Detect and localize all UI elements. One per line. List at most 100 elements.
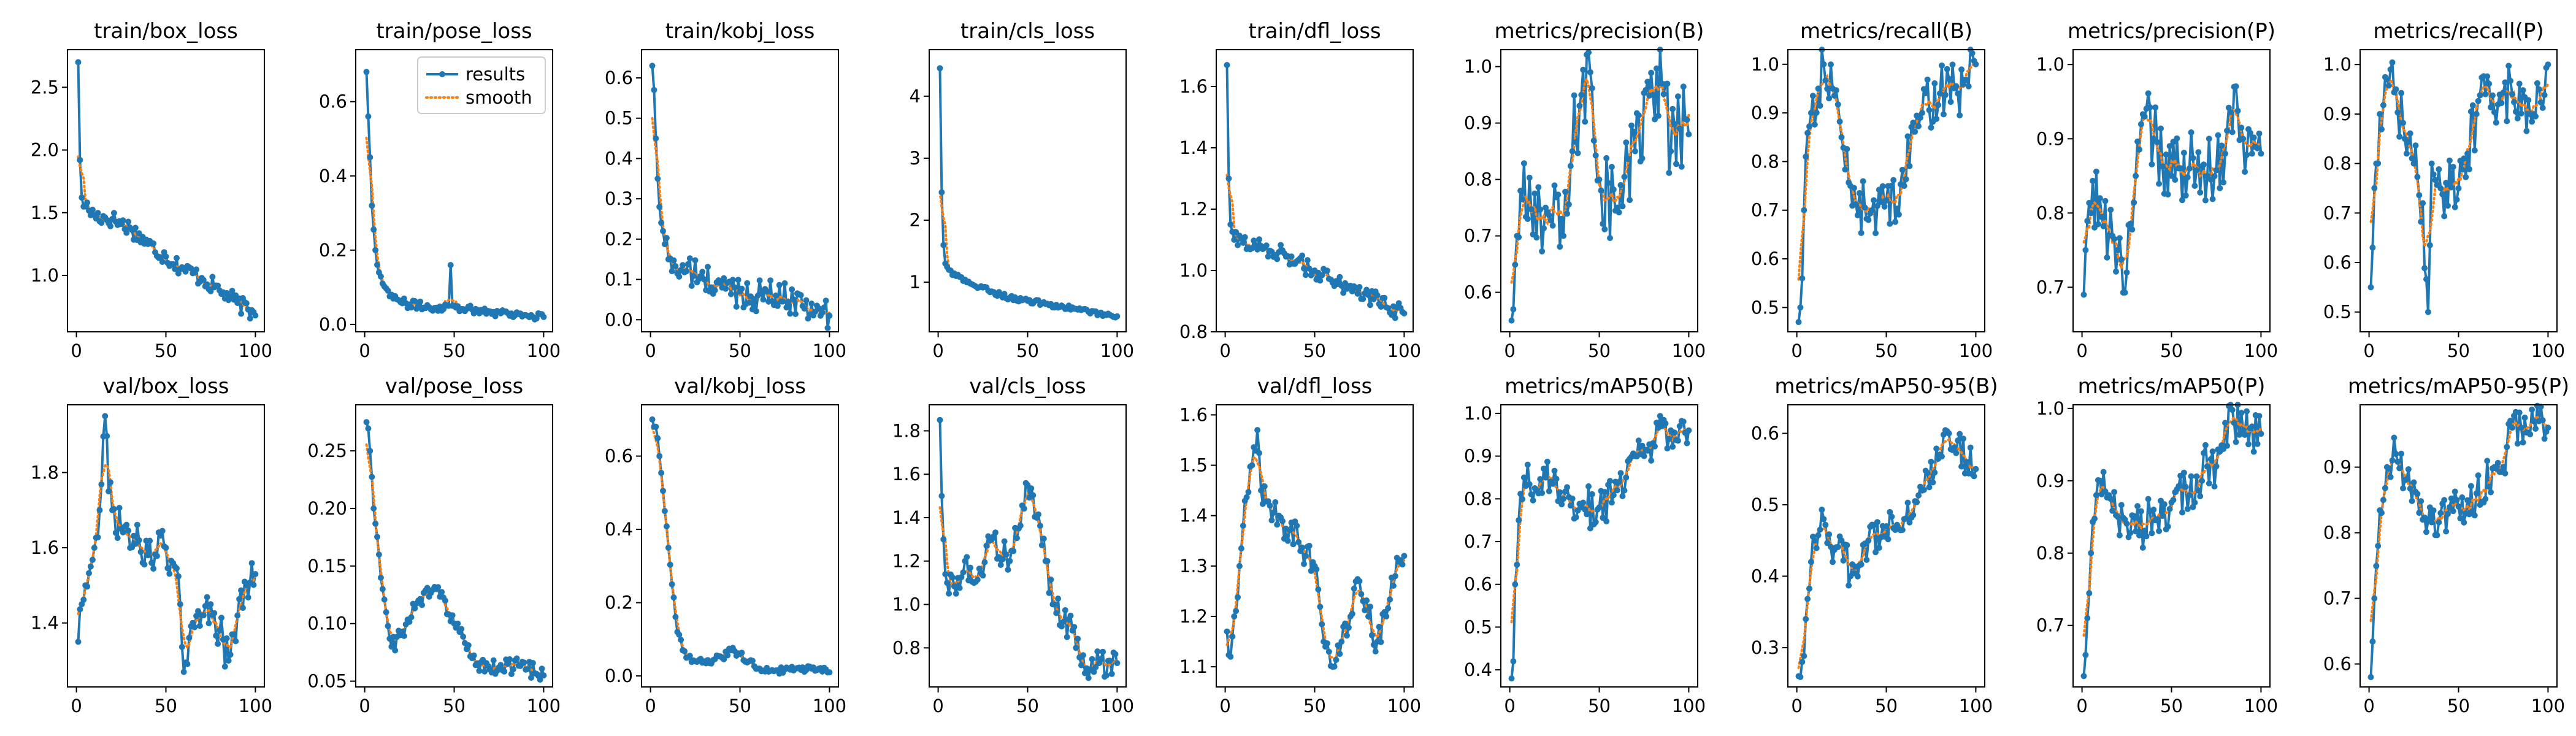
results-point <box>2467 108 2474 115</box>
results-point <box>375 551 382 558</box>
results-point <box>2537 99 2544 106</box>
results-point <box>1639 155 1646 162</box>
results-point <box>1828 61 1834 68</box>
x-tick-label: 100 <box>813 696 846 716</box>
results-point <box>1958 463 1965 470</box>
results-point <box>2539 104 2546 111</box>
x-tick-label: 0 <box>2363 696 2374 716</box>
results-point <box>1631 148 1638 155</box>
y-tick-label: 0.9 <box>2323 457 2352 478</box>
results-point <box>2377 110 2383 117</box>
results-point <box>1684 440 1690 447</box>
results-point <box>661 508 668 515</box>
results-point <box>2498 100 2505 106</box>
results-point <box>2234 107 2241 114</box>
results-point <box>2149 161 2155 167</box>
results-point <box>717 280 724 286</box>
y-tick-label: 0.8 <box>1464 169 1492 190</box>
results-point <box>2131 513 2137 519</box>
results-line <box>2369 404 2550 678</box>
results-point <box>1822 77 1829 84</box>
results-point <box>2098 213 2105 220</box>
results-point <box>2461 155 2467 162</box>
results-point <box>2416 510 2423 516</box>
results-point <box>164 565 171 572</box>
smooth-line <box>2082 416 2263 637</box>
smooth-line <box>1510 424 1690 624</box>
results-point <box>1937 90 1943 97</box>
axes-frame <box>1216 49 1414 332</box>
results-point <box>1392 573 1398 580</box>
subplot-9: val/box_loss 1.4 1.6 1.8 0 50 100 <box>31 374 272 716</box>
y-tick-label: 0.9 <box>2036 128 2064 149</box>
results-point <box>1530 497 1536 504</box>
results-point <box>2116 532 2123 539</box>
results-point <box>1858 229 1865 236</box>
results-point <box>2193 473 2200 480</box>
results-point <box>1801 653 1807 659</box>
y-tick-label: 0.3 <box>605 188 633 209</box>
results-point <box>665 545 672 551</box>
results-point <box>981 559 988 565</box>
results-point <box>2511 99 2517 105</box>
results-point <box>1887 220 1893 227</box>
y-tick-label: 0.6 <box>1464 282 1492 303</box>
results-point <box>2139 544 2146 551</box>
subplot-1: train/pose_loss 0.0 0.2 0.4 0.6 0 50 100 results… <box>319 19 561 361</box>
smooth-line <box>365 136 545 318</box>
results-point <box>1617 182 1624 188</box>
results-point <box>964 554 970 561</box>
results-point <box>2256 413 2263 420</box>
results-point <box>2504 443 2510 450</box>
results-point <box>1924 470 1931 477</box>
results-point <box>147 537 153 544</box>
results-point <box>1958 66 1965 73</box>
subplot-10: val/pose_loss 0.05 0.10 0.15 0.20 0.25 0 50 100 <box>307 374 561 716</box>
results-point <box>1935 102 1942 109</box>
results-point <box>2118 502 2125 508</box>
results-point <box>1053 610 1060 616</box>
results-point <box>2379 126 2385 132</box>
results-point <box>1799 275 1806 282</box>
results-point <box>2436 519 2442 526</box>
results-point <box>1553 475 1560 482</box>
results-point <box>240 605 246 611</box>
results-point <box>1621 487 1628 494</box>
results-point <box>1892 218 1899 225</box>
results-point <box>1551 182 1558 189</box>
results-point <box>1288 253 1295 260</box>
results-point <box>175 573 182 580</box>
results-point <box>537 677 543 683</box>
results-point <box>1899 166 1906 173</box>
subplot-17: metrics/mAP50-95(P) 0.6 0.7 0.8 0.9 0 50 100 <box>2323 374 2569 716</box>
results-point <box>385 287 391 294</box>
results-point <box>1877 199 1884 205</box>
results-point <box>87 563 94 570</box>
results-point <box>686 653 693 659</box>
subplot-5: metrics/precision(B) 0.6 0.7 0.8 0.9 1.0 0 50 10… <box>1464 19 1706 361</box>
results-point <box>663 523 670 530</box>
results-point <box>2426 242 2433 248</box>
results-point <box>1803 153 1809 160</box>
results-point <box>1319 621 1325 627</box>
subplot-title: metrics/mAP50-95(B) <box>1774 374 1998 399</box>
results-point <box>1963 77 1970 83</box>
results-point <box>1844 146 1850 152</box>
results-point <box>2238 410 2245 416</box>
results-point <box>1813 109 1820 116</box>
y-tick-label: 1.0 <box>892 594 921 615</box>
y-tick-label: 0.7 <box>1751 200 1779 221</box>
results-point <box>2150 507 2157 513</box>
results-point <box>1017 523 1024 529</box>
results-point <box>2525 97 2532 104</box>
results-point <box>2428 160 2435 167</box>
results-point <box>408 304 415 311</box>
results-point <box>2154 516 2161 523</box>
results-point <box>2184 174 2191 180</box>
results-point <box>2190 155 2196 161</box>
results-point <box>1807 559 1814 565</box>
results-point <box>676 274 683 280</box>
results-point <box>1590 137 1597 144</box>
results-point <box>2541 91 2548 98</box>
results-point <box>533 315 540 322</box>
